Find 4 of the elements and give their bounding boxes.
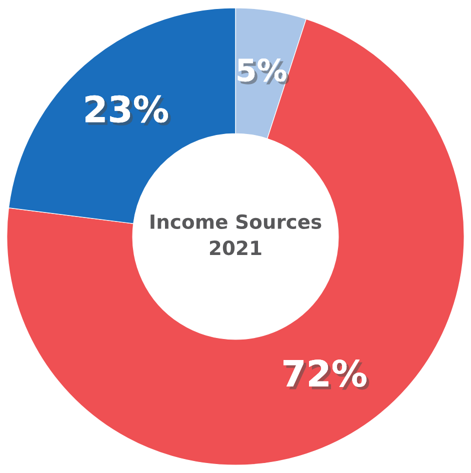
text: Income Sources 2021	[150, 214, 322, 256]
data-label: 72%	[284, 360, 370, 390]
data-label: 23%	[86, 95, 171, 126]
data-label: 5%	[238, 58, 290, 84]
